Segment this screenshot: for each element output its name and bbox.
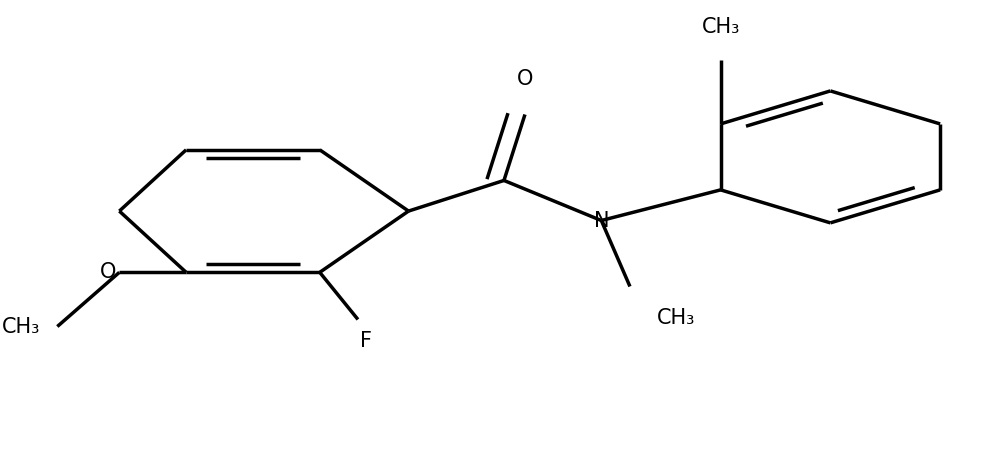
- Text: CH₃: CH₃: [2, 317, 40, 337]
- Text: O: O: [99, 262, 116, 283]
- Text: N: N: [593, 210, 609, 230]
- Text: F: F: [360, 331, 372, 351]
- Text: O: O: [517, 69, 533, 89]
- Text: CH₃: CH₃: [702, 17, 740, 36]
- Text: CH₃: CH₃: [657, 308, 695, 328]
